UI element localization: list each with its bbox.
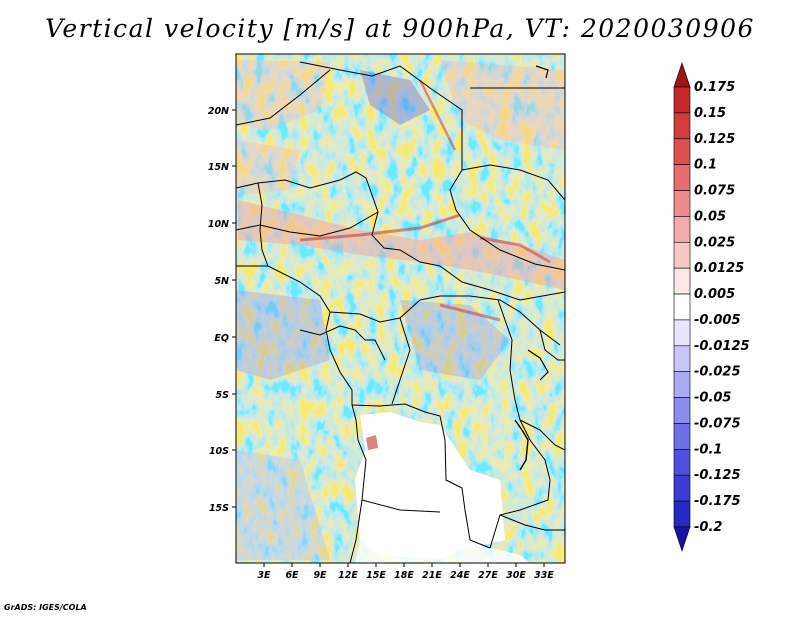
velocity-field xyxy=(236,54,565,563)
lon-label: 27E xyxy=(478,570,498,581)
colorbar-level-label: 0.0125 xyxy=(694,261,744,276)
colorbar-swatch xyxy=(673,500,691,528)
lat-label: 10N xyxy=(208,219,229,230)
colorbar-level-label: -0.2 xyxy=(694,520,722,535)
lon-label: 9E xyxy=(313,570,327,581)
colorbar-swatch xyxy=(673,423,691,450)
colorbar-level-label: 0.075 xyxy=(694,184,735,199)
colorbar-swatch xyxy=(673,112,691,140)
colorbar-level-label: 0.05 xyxy=(694,209,726,224)
colorbar-level-label: -0.125 xyxy=(694,468,741,483)
colorbar-level-label: -0.005 xyxy=(694,313,741,328)
lon-label: 21E xyxy=(422,570,442,581)
lon-label: 6E xyxy=(285,570,299,581)
colorbar-level-label: -0.025 xyxy=(694,365,741,380)
lon-label: 12E xyxy=(338,570,358,581)
lat-label: 20N xyxy=(208,106,229,117)
colorbar-swatch xyxy=(673,345,691,372)
lat-label: 10S xyxy=(209,446,229,457)
colorbar-level-label: -0.175 xyxy=(694,494,741,509)
colorbar-cap-bottom xyxy=(673,526,691,552)
colorbar-swatch xyxy=(673,397,691,424)
lat-label: 5N xyxy=(214,276,229,287)
colorbar-swatch xyxy=(673,86,691,114)
lon-label: 24E xyxy=(450,570,470,581)
lon-label: 33E xyxy=(534,570,554,581)
colorbar-level-label: 0.025 xyxy=(694,235,735,250)
colorbar-swatch xyxy=(673,164,691,191)
colorbar-swatch xyxy=(673,190,691,217)
colorbar-swatch xyxy=(673,267,691,295)
lon-label: 3E xyxy=(257,570,271,581)
colorbar-level-label: 0.005 xyxy=(694,287,735,302)
colorbar-level-label: -0.1 xyxy=(694,442,722,457)
lon-label: 30E xyxy=(506,570,526,581)
lon-label: 18E xyxy=(394,570,414,581)
colorbar-level-label: 0.15 xyxy=(694,106,726,121)
lon-label: 15E xyxy=(366,570,386,581)
colorbar-level-label: -0.0125 xyxy=(694,339,750,354)
grads-credit: GrADS: IGES/COLA xyxy=(4,603,87,612)
map-axes: 20N 15N 10N 5N EQ 5S 10S 15S 3E 6E 9E 12… xyxy=(208,53,566,581)
lat-label: 15N xyxy=(208,162,229,173)
colorbar-level-label: 0.1 xyxy=(694,158,717,173)
colorbar: 0.175 0.15 0.125 0.1 0.075 0.05 0.025 0.0125 0.0… xyxy=(673,62,750,552)
colorbar-level-label: -0.05 xyxy=(694,391,731,406)
colorbar-swatch xyxy=(673,138,691,165)
map-title: Vertical velocity [m/s] at 900hPa, VT: 2… xyxy=(45,14,755,43)
colorbar-swatch xyxy=(673,216,691,243)
colorbar-level-label: 0.125 xyxy=(694,132,735,147)
lat-label: 5S xyxy=(216,390,230,401)
colorbar-level-label: 0.175 xyxy=(694,80,735,95)
colorbar-cap-top xyxy=(673,62,691,88)
colorbar-level-label: -0.075 xyxy=(694,416,741,431)
colorbar-swatch xyxy=(673,293,691,321)
colorbar-swatch xyxy=(673,474,691,502)
colorbar-swatch xyxy=(673,371,691,398)
colorbar-swatch xyxy=(673,319,691,347)
lat-label: EQ xyxy=(214,333,229,344)
colorbar-swatch xyxy=(673,241,691,269)
lat-label: 15S xyxy=(209,503,229,514)
colorbar-swatch xyxy=(673,449,691,476)
